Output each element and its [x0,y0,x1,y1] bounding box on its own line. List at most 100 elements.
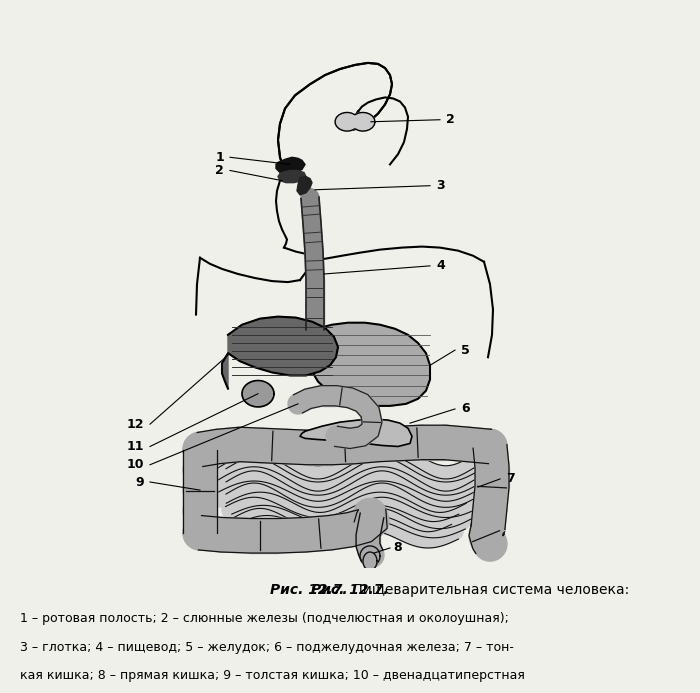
Polygon shape [279,466,291,482]
Polygon shape [344,467,356,483]
Polygon shape [325,530,340,546]
Polygon shape [197,430,220,466]
Polygon shape [335,527,344,543]
Polygon shape [369,468,377,484]
Polygon shape [412,456,423,472]
Polygon shape [373,467,389,483]
Polygon shape [328,462,344,477]
Polygon shape [344,478,360,494]
Polygon shape [405,504,420,520]
Polygon shape [419,459,430,476]
Polygon shape [409,492,424,509]
Polygon shape [332,461,342,477]
Polygon shape [247,467,252,484]
Polygon shape [458,475,468,491]
Polygon shape [365,494,372,511]
Polygon shape [290,505,300,521]
Polygon shape [389,520,398,536]
Polygon shape [420,496,429,512]
Polygon shape [324,476,340,492]
Polygon shape [332,527,349,543]
Polygon shape [386,493,393,510]
Polygon shape [444,465,460,482]
Polygon shape [461,473,472,489]
Polygon shape [340,503,356,519]
Polygon shape [447,464,463,481]
Polygon shape [330,519,338,536]
Polygon shape [283,455,294,471]
Polygon shape [363,516,370,533]
Polygon shape [469,518,503,553]
Polygon shape [373,455,379,471]
Polygon shape [268,429,302,464]
Polygon shape [384,520,400,536]
Polygon shape [428,490,444,506]
Polygon shape [312,501,316,518]
Polygon shape [298,529,314,545]
Polygon shape [243,468,250,484]
Polygon shape [216,428,242,464]
Polygon shape [459,504,475,520]
Polygon shape [272,489,288,505]
Polygon shape [357,517,373,533]
Polygon shape [391,509,399,525]
Polygon shape [251,467,255,483]
Polygon shape [409,467,421,483]
Polygon shape [234,496,250,513]
Polygon shape [369,506,374,522]
Polygon shape [321,512,325,529]
Polygon shape [353,497,369,513]
Polygon shape [250,493,255,509]
Text: 10: 10 [127,458,144,471]
Polygon shape [239,495,248,512]
Polygon shape [439,529,447,545]
Polygon shape [237,482,253,498]
Polygon shape [329,462,339,479]
Polygon shape [424,498,433,514]
Polygon shape [290,472,300,488]
Polygon shape [227,485,243,501]
Polygon shape [439,527,455,543]
Polygon shape [312,479,317,495]
Polygon shape [304,511,320,528]
Polygon shape [224,486,239,502]
Polygon shape [258,493,274,509]
Polygon shape [447,477,463,494]
Polygon shape [328,511,335,527]
Polygon shape [230,512,246,528]
Polygon shape [356,459,372,475]
Polygon shape [321,500,337,516]
Polygon shape [395,461,412,477]
Polygon shape [419,509,428,525]
Text: 2: 2 [216,164,224,177]
Polygon shape [286,514,295,529]
Polygon shape [232,498,243,515]
Polygon shape [326,464,335,480]
Polygon shape [308,465,314,482]
Polygon shape [234,444,249,460]
Polygon shape [227,446,243,463]
Polygon shape [281,511,290,527]
Polygon shape [281,513,298,529]
Polygon shape [360,420,382,432]
Polygon shape [450,478,457,495]
Polygon shape [442,518,458,534]
Polygon shape [342,504,352,520]
Polygon shape [256,482,272,498]
Polygon shape [303,222,323,252]
Polygon shape [302,490,318,507]
Polygon shape [454,508,464,524]
Polygon shape [470,523,505,540]
Polygon shape [434,464,441,481]
Polygon shape [295,476,311,492]
Polygon shape [259,455,266,472]
Polygon shape [217,452,233,468]
Polygon shape [340,455,356,471]
Polygon shape [454,462,470,478]
Polygon shape [470,480,482,496]
Polygon shape [330,460,346,476]
Polygon shape [330,529,337,545]
Polygon shape [378,505,382,522]
Polygon shape [409,468,424,484]
Polygon shape [377,493,393,509]
